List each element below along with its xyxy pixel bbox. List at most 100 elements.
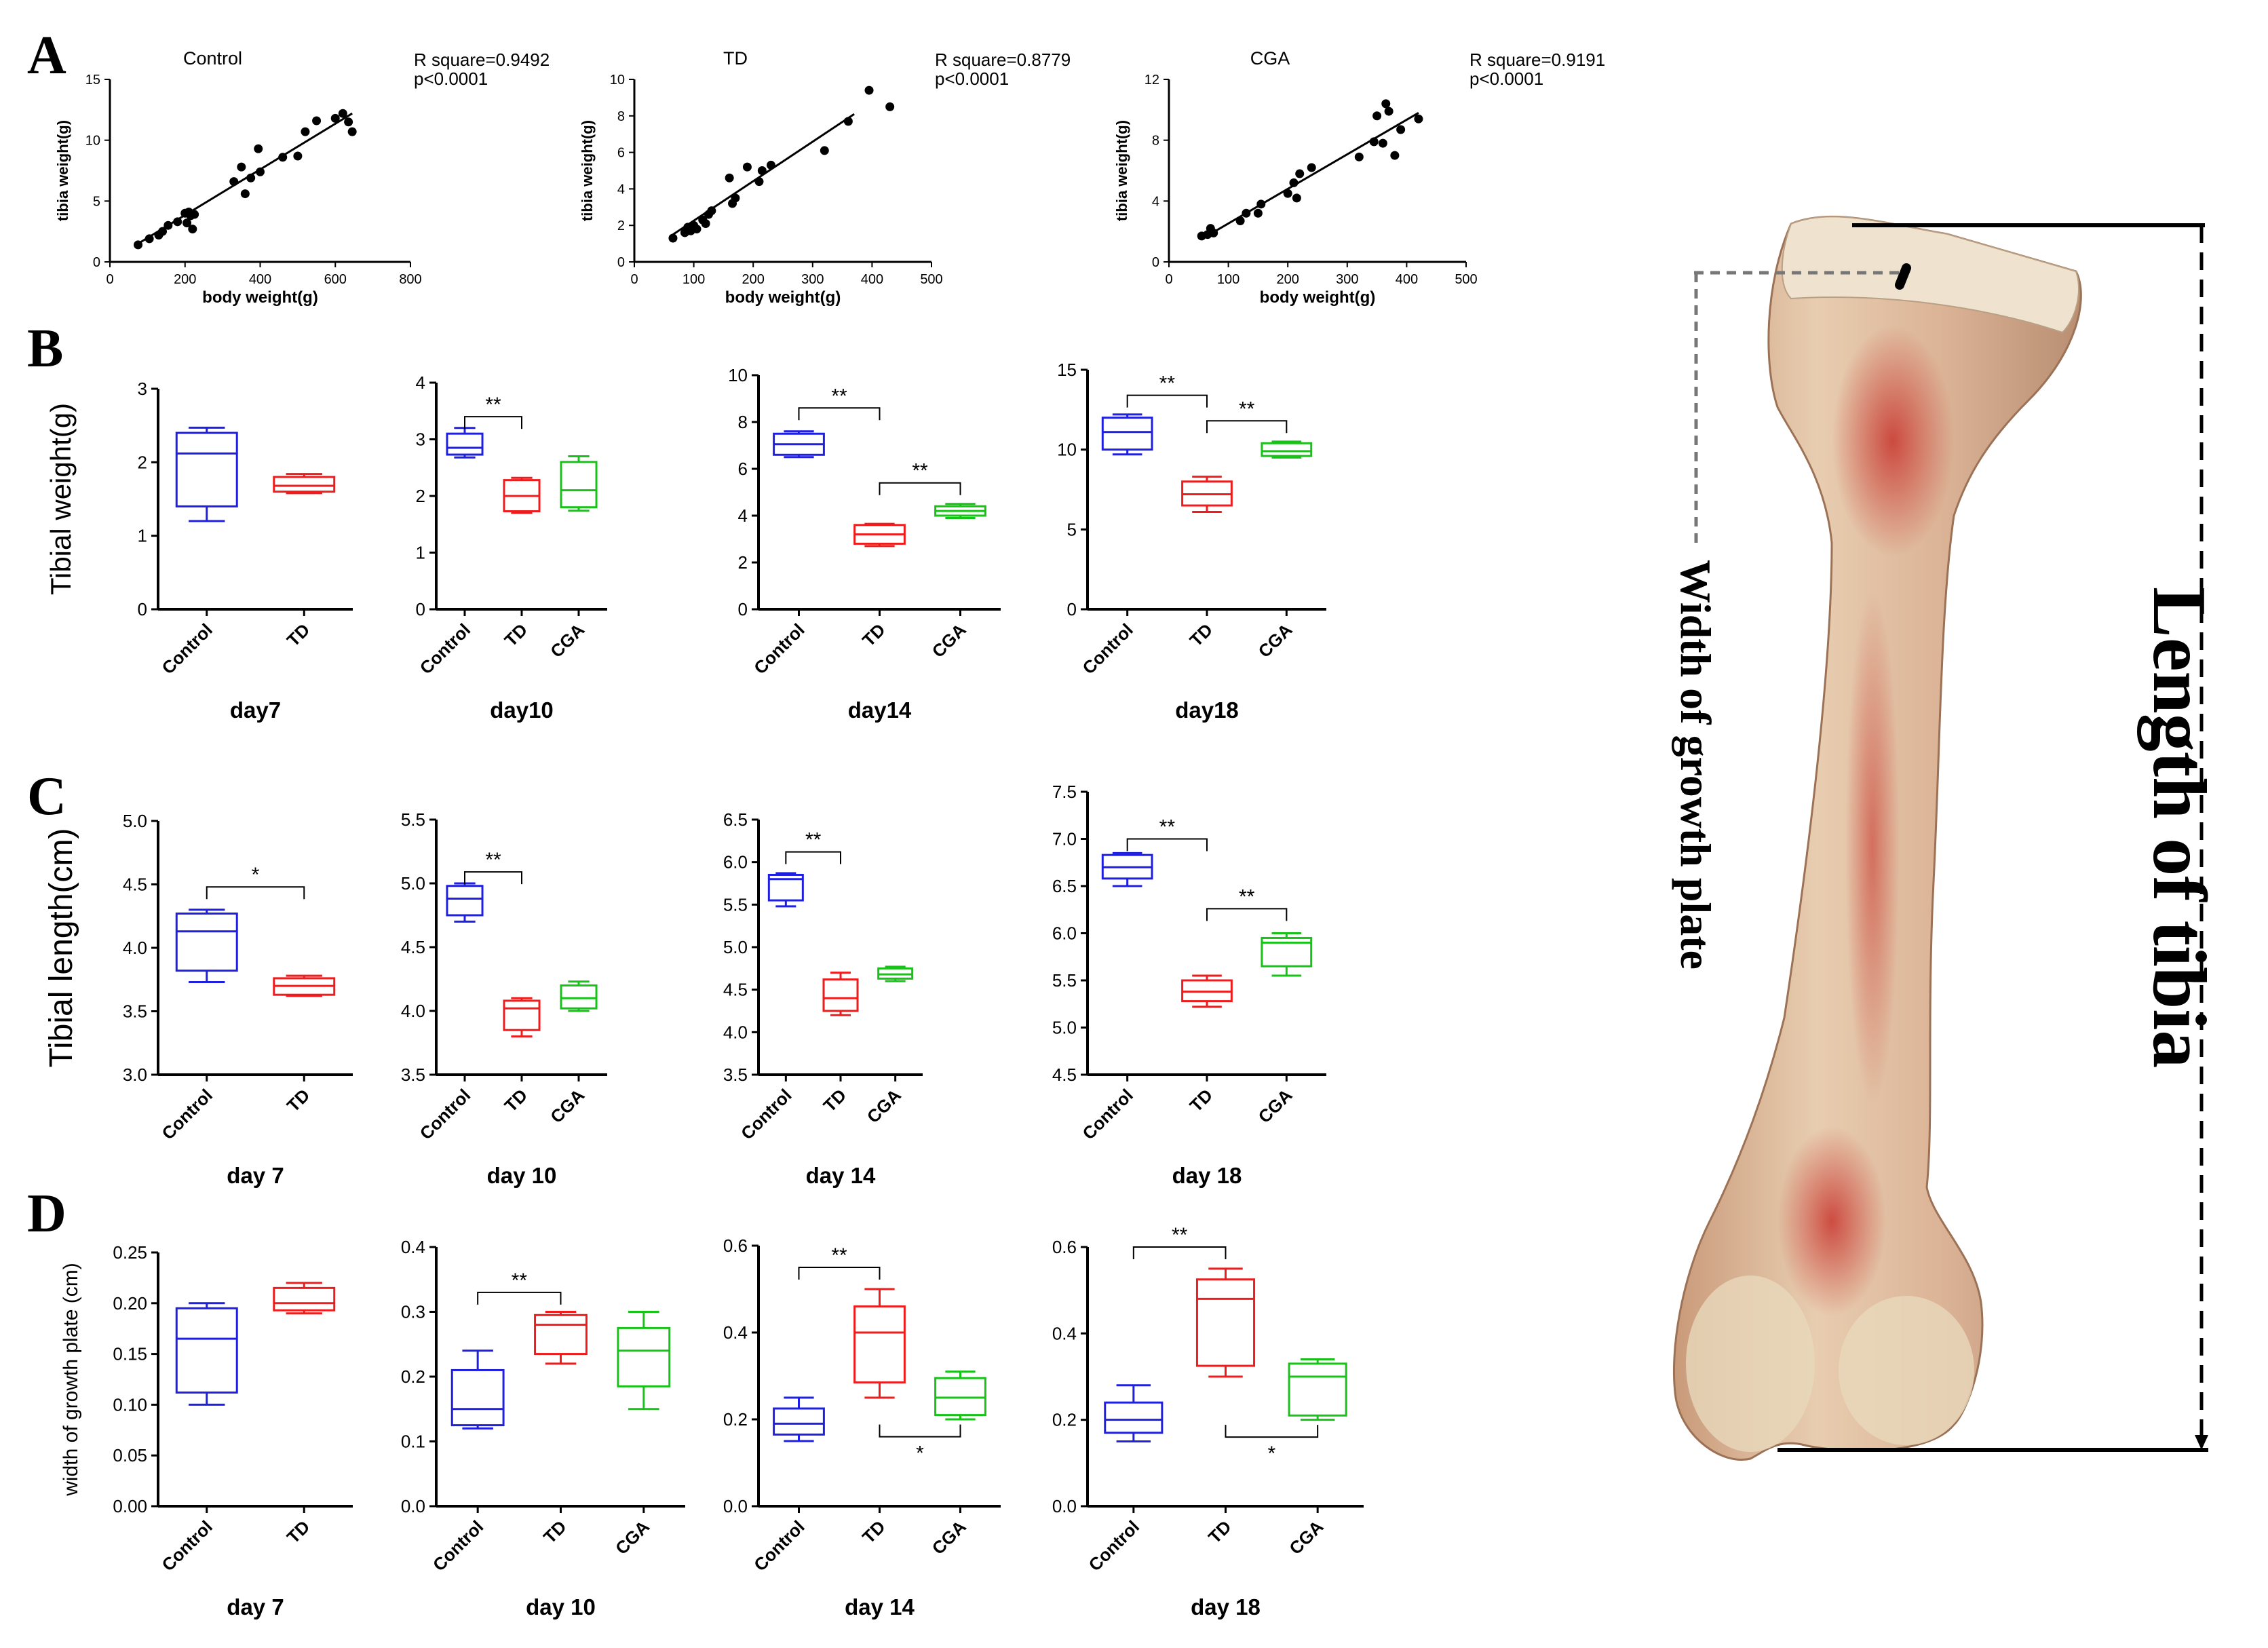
data-point — [134, 240, 143, 250]
r-square-label: R square=0.9492 — [414, 50, 550, 70]
box-iqr — [617, 1326, 671, 1387]
data-point — [754, 177, 764, 187]
data-point — [182, 218, 192, 228]
box-control — [1104, 1384, 1164, 1442]
significance-label: ** — [831, 385, 847, 407]
y-tick-label: 0.2 — [723, 1409, 748, 1430]
y-tick-label: 12 — [1145, 73, 1159, 88]
bracket-line — [879, 482, 961, 495]
day-label: day 7 — [227, 1163, 284, 1188]
box-control — [446, 427, 484, 459]
box-iqr — [1104, 1401, 1164, 1434]
day-label: day18 — [1175, 697, 1239, 723]
box-iqr — [1261, 442, 1313, 457]
y-tick-label: 2 — [138, 452, 147, 472]
bracket-line — [464, 871, 522, 885]
day-label: day 14 — [845, 1594, 915, 1620]
significance-bracket: ** — [1206, 398, 1288, 434]
x-tick-label: Control — [157, 1085, 216, 1144]
box-iqr — [175, 1307, 238, 1394]
box-cga — [1261, 932, 1313, 977]
bracket-line — [1126, 838, 1208, 851]
p-value-label: p<0.0001 — [1469, 69, 1543, 89]
x-tick-label: 0 — [1165, 272, 1172, 287]
x-tick-label: TD — [1204, 1516, 1235, 1548]
significance-label: ** — [805, 829, 822, 851]
y-tick-label: 6.5 — [723, 809, 748, 830]
y-tick-label: 0.1 — [401, 1432, 425, 1452]
data-point — [330, 113, 340, 123]
y-tick-label: 6 — [617, 146, 625, 161]
box-td — [273, 974, 336, 997]
p-value-label: p<0.0001 — [414, 69, 488, 89]
y-tick-label: 1 — [138, 526, 147, 546]
condyle-left — [1686, 1276, 1815, 1452]
y-tick-label: 3.5 — [723, 1065, 748, 1085]
x-tick-label: TD — [501, 1085, 532, 1116]
y-tick-label: 5.0 — [723, 937, 748, 957]
day-label: day 18 — [1172, 1163, 1242, 1188]
y-tick-label: 6.5 — [1052, 876, 1077, 896]
y-tick-label: 5 — [93, 194, 100, 209]
significance-label: ** — [485, 394, 501, 416]
y-tick-label: 10 — [1057, 440, 1077, 460]
box-iqr — [503, 999, 541, 1031]
x-tick-label: CGA — [1254, 1085, 1296, 1127]
chart-B-day18: 0 5 10 15 Control TD CGA day18 ** ** — [1057, 360, 1326, 723]
regression-line — [1201, 112, 1419, 240]
y-tick-label: 4.5 — [123, 875, 147, 895]
box-iqr — [1261, 936, 1313, 967]
y-axis-title: tibia weight(g) — [579, 120, 596, 221]
x-tick-label: TD — [820, 1085, 851, 1116]
box-iqr — [773, 1407, 825, 1436]
y-tick-label: 6 — [738, 459, 748, 479]
box-iqr — [1288, 1362, 1347, 1417]
length-arrow-head — [2195, 1435, 2208, 1450]
significance-label: ** — [1172, 1224, 1188, 1246]
y-tick-label: 1 — [416, 543, 425, 563]
box-iqr — [273, 1286, 336, 1311]
chart-B-day14: 0 2 4 6 8 10 Control TD CGA day14 ** ** — [728, 365, 1001, 723]
y-tick-label: 0.3 — [401, 1302, 425, 1322]
y-tick-label: 5.5 — [723, 894, 748, 915]
box-control — [773, 1396, 825, 1442]
data-point — [254, 144, 263, 153]
x-tick-label: 500 — [1455, 272, 1477, 287]
y-axis-title: width of growth plate (cm) — [60, 1263, 82, 1496]
chart-title: Control — [183, 48, 242, 69]
x-tick-label: Control — [737, 1085, 796, 1144]
box-control — [773, 430, 825, 459]
x-tick-label: TD — [501, 619, 532, 651]
y-tick-label: 0.0 — [723, 1496, 748, 1516]
x-tick-label: TD — [283, 1516, 314, 1548]
box-cga — [1288, 1358, 1347, 1421]
y-tick-label: 10 — [728, 365, 748, 385]
bracket-line — [1126, 394, 1208, 408]
data-point — [229, 177, 239, 187]
bracket-line — [1206, 420, 1288, 434]
y-axis-title: Tibial length(cm) — [43, 828, 79, 1068]
significance-bracket: ** — [879, 460, 961, 495]
y-tick-label: 6.0 — [1052, 923, 1077, 944]
y-tick-label: 0.2 — [401, 1366, 425, 1387]
significance-label: ** — [485, 849, 501, 871]
x-tick-label: 0 — [630, 272, 638, 287]
significance-bracket: ** — [1126, 372, 1208, 408]
x-tick-label: 500 — [920, 272, 942, 287]
box-iqr — [560, 461, 598, 509]
chart-C-day18: 4.5 5.0 5.5 6.0 6.5 7.0 7.5 Control TD CGA day 18 *… — [1052, 782, 1326, 1188]
bracket-line — [798, 1267, 881, 1280]
significance-label: ** — [831, 1244, 847, 1267]
chart-B-day10: 0 1 2 3 4 Control TD CGA day10 ** — [416, 372, 607, 723]
x-tick-label: 200 — [174, 272, 196, 287]
data-point — [347, 127, 357, 136]
panel-letter-a: A — [27, 26, 66, 85]
y-axis-title: tibia weight(g) — [1113, 120, 1130, 221]
data-point — [1414, 114, 1423, 123]
data-point — [725, 173, 734, 183]
y-axis-title: Tibial weight(g) — [45, 403, 77, 595]
data-point — [1289, 178, 1299, 187]
y-tick-label: 0.4 — [723, 1322, 748, 1343]
